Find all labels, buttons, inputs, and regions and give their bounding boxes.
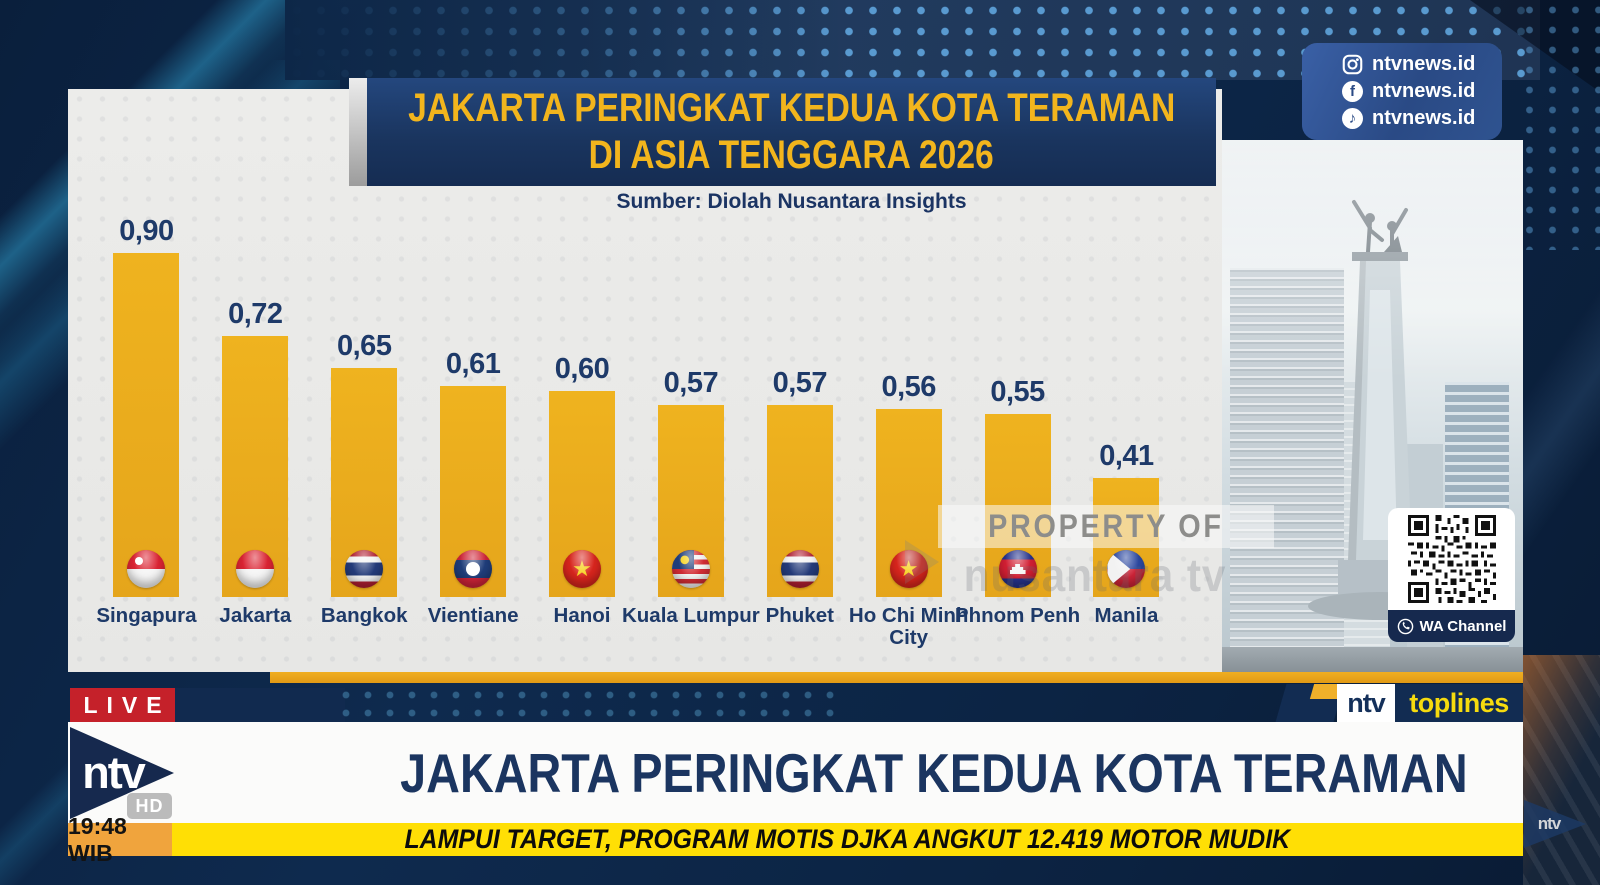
- bar: [549, 391, 615, 597]
- vietnam-flag-icon: [563, 550, 601, 588]
- social-panel: ntvnews.id f ntvnews.id ♪ ntvnews.id: [1302, 43, 1502, 140]
- laos-flag-icon: [454, 550, 493, 588]
- bar-column: 0,57 Kuala Lumpur: [622, 367, 760, 627]
- bar-category-label: Manila: [1094, 604, 1159, 627]
- watermark-nusantara-tv: nusantara tv: [963, 549, 1227, 601]
- qr-code: [1388, 508, 1515, 610]
- bar-column: 0,90 Singapura: [92, 215, 201, 627]
- bar: [766, 405, 833, 597]
- bar-column: 0,61 Vientiane: [419, 348, 528, 627]
- infographic-title-line2: DI ASIA TENGGARA 2026: [588, 133, 995, 177]
- bar-value-label: 0,57: [663, 367, 719, 399]
- bar-value-label: 0,72: [228, 298, 283, 330]
- live-label: LIVE: [83, 691, 171, 718]
- corner-ntv-text: ntv: [1537, 814, 1562, 833]
- bar-column: 0,65 Bangkok: [310, 330, 419, 627]
- corner-ntv-logo: ntv: [1524, 800, 1586, 848]
- instagram-icon: [1342, 54, 1363, 75]
- social-row-instagram: ntvnews.id: [1302, 53, 1502, 76]
- bar-column: 0,60 Hanoi: [528, 353, 637, 627]
- bar-category-label: Bangkok: [320, 604, 408, 627]
- tiktok-icon: ♪: [1342, 108, 1363, 129]
- live-badge: LIVE: [70, 688, 175, 722]
- qr-panel: WA Channel: [1388, 508, 1515, 642]
- facebook-icon: f: [1342, 81, 1363, 102]
- bar-value-label: 0,57: [772, 367, 828, 399]
- thailand-flag-icon: [780, 550, 819, 588]
- hd-badge: HD: [127, 793, 172, 819]
- wa-channel-strip: WA Channel: [1388, 610, 1515, 642]
- bar-category-label: Hanoi: [553, 604, 611, 627]
- bar-value-label: 0,55: [990, 376, 1045, 408]
- philippines-flag-icon: [1107, 550, 1146, 588]
- cambodia-flag-icon: [998, 550, 1037, 588]
- corner-photo-collage: [1523, 655, 1600, 885]
- thailand-flag-icon: [345, 550, 384, 588]
- headline-band: [68, 722, 1523, 823]
- bar: [875, 409, 942, 597]
- infographic-title-line1: JAKARTA PERINGKAT KEDUA KOTA TERAMAN: [407, 86, 1176, 130]
- bar: [331, 368, 398, 597]
- bar-column: 0,57 Phuket: [745, 367, 854, 627]
- indonesia-flag-icon: [236, 550, 275, 588]
- watermark-property-of: PROPERTY OF: [938, 505, 1274, 548]
- social-handle: ntvnews.id: [1372, 80, 1476, 102]
- headline: JAKARTA PERINGKAT KEDUA KOTA TERAMAN: [345, 722, 1523, 823]
- headline-text: JAKARTA PERINGKAT KEDUA KOTA TERAMAN: [400, 741, 1468, 804]
- bar: [222, 336, 289, 597]
- malaysia-flag-icon: [671, 550, 710, 588]
- bar: [440, 386, 507, 597]
- source-caption: Sumber: Diolah Nusantara Insights: [616, 190, 967, 213]
- bar-category-label: Ho Chi Minh City: [848, 604, 969, 649]
- bar-category-label: Singapura: [96, 604, 197, 627]
- road: [1222, 647, 1523, 673]
- bar-value-label: 0,56: [881, 371, 936, 403]
- ticker-text: LAMPUI TARGET, PROGRAM MOTIS DJKA ANGKUT…: [404, 824, 1291, 854]
- bar-category-label: Kuala Lumpur: [621, 604, 760, 627]
- bar-value-label: 0,41: [1099, 440, 1154, 472]
- dot-pattern-decoration: [1518, 0, 1600, 250]
- bar-category-label: Jakarta: [219, 604, 292, 627]
- clock: 19:48 WIB: [68, 813, 172, 866]
- bar-value-label: 0,90: [119, 215, 174, 247]
- toplines-program-name: toplines: [1395, 684, 1523, 722]
- toplines-ntv-logo: ntv: [1337, 684, 1395, 722]
- bar: [113, 253, 180, 597]
- accent-bar: [270, 672, 1523, 683]
- social-handle: ntvnews.id: [1372, 107, 1476, 129]
- vietnam-flag-icon: [889, 550, 928, 588]
- watermark-text: PROPERTY OF: [988, 508, 1224, 544]
- bar-value-label: 0,60: [554, 353, 610, 385]
- bar-column: 0,72 Jakarta: [201, 298, 310, 627]
- light-streak-decoration: [1523, 240, 1600, 660]
- bar-category-label: Phnom Penh: [954, 604, 1081, 627]
- ntv-logo-text: ntv: [82, 747, 146, 798]
- news-ticker: LAMPUI TARGET, PROGRAM MOTIS DJKA ANGKUT…: [172, 823, 1523, 856]
- social-row-tiktok: ♪ ntvnews.id: [1302, 107, 1502, 130]
- singapore-flag-icon: [127, 550, 166, 588]
- dot-pattern-fade: [285, 0, 845, 80]
- bar-value-label: 0,61: [445, 348, 501, 380]
- social-row-facebook: f ntvnews.id: [1302, 80, 1502, 103]
- bar-category-label: Phuket: [765, 604, 834, 627]
- bar-category-label: Vientiane: [427, 604, 519, 627]
- live-badge-extension: [175, 688, 345, 722]
- infographic-title-banner: JAKARTA PERINGKAT KEDUA KOTA TERAMAN DI …: [367, 78, 1216, 186]
- bar-value-label: 0,65: [337, 330, 392, 362]
- skyscraper: [1230, 268, 1344, 673]
- whatsapp-icon: [1397, 618, 1413, 634]
- social-handle: ntvnews.id: [1372, 53, 1476, 75]
- dot-pattern-decoration: [335, 686, 835, 718]
- wa-channel-label: WA Channel: [1419, 617, 1507, 635]
- bar: [657, 405, 724, 597]
- banner-silver-edge: [349, 78, 367, 186]
